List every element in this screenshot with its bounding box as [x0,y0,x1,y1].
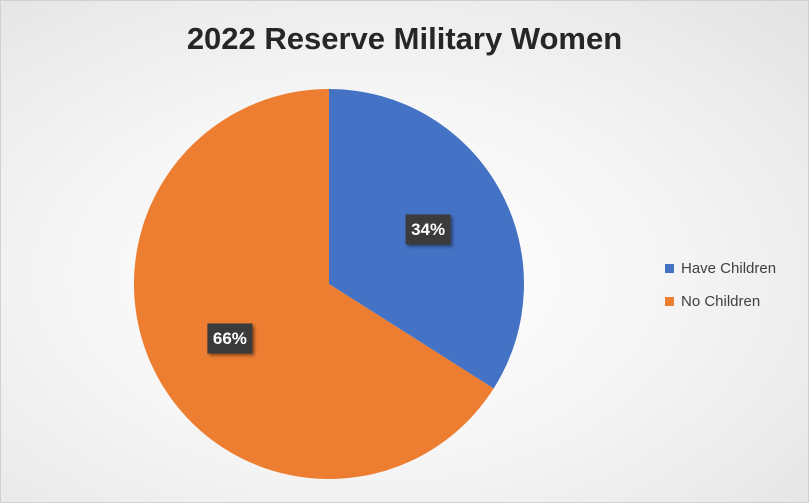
legend-label-no-children: No Children [681,292,761,310]
data-label-no-children: 66% [207,323,253,354]
data-label-have-children: 34% [405,214,451,245]
legend-label-have-children: Have Children [681,259,777,277]
legend-swatch-no-children [665,296,674,306]
data-label-text-no-children: 66% [213,329,247,348]
chart-title: 2022 Reserve Military Women [186,21,623,56]
data-label-box-no-children [207,323,253,354]
data-label-text-have-children: 34% [411,220,445,239]
legend-item-have-children: Have Children [665,257,776,279]
data-label-box-have-children [405,214,451,245]
legend-swatch-have-children [665,263,674,273]
legend-item-no-children: No Children [665,290,776,312]
legend: Have Children No Children [665,257,776,323]
pie-slice-no-children [134,89,494,480]
